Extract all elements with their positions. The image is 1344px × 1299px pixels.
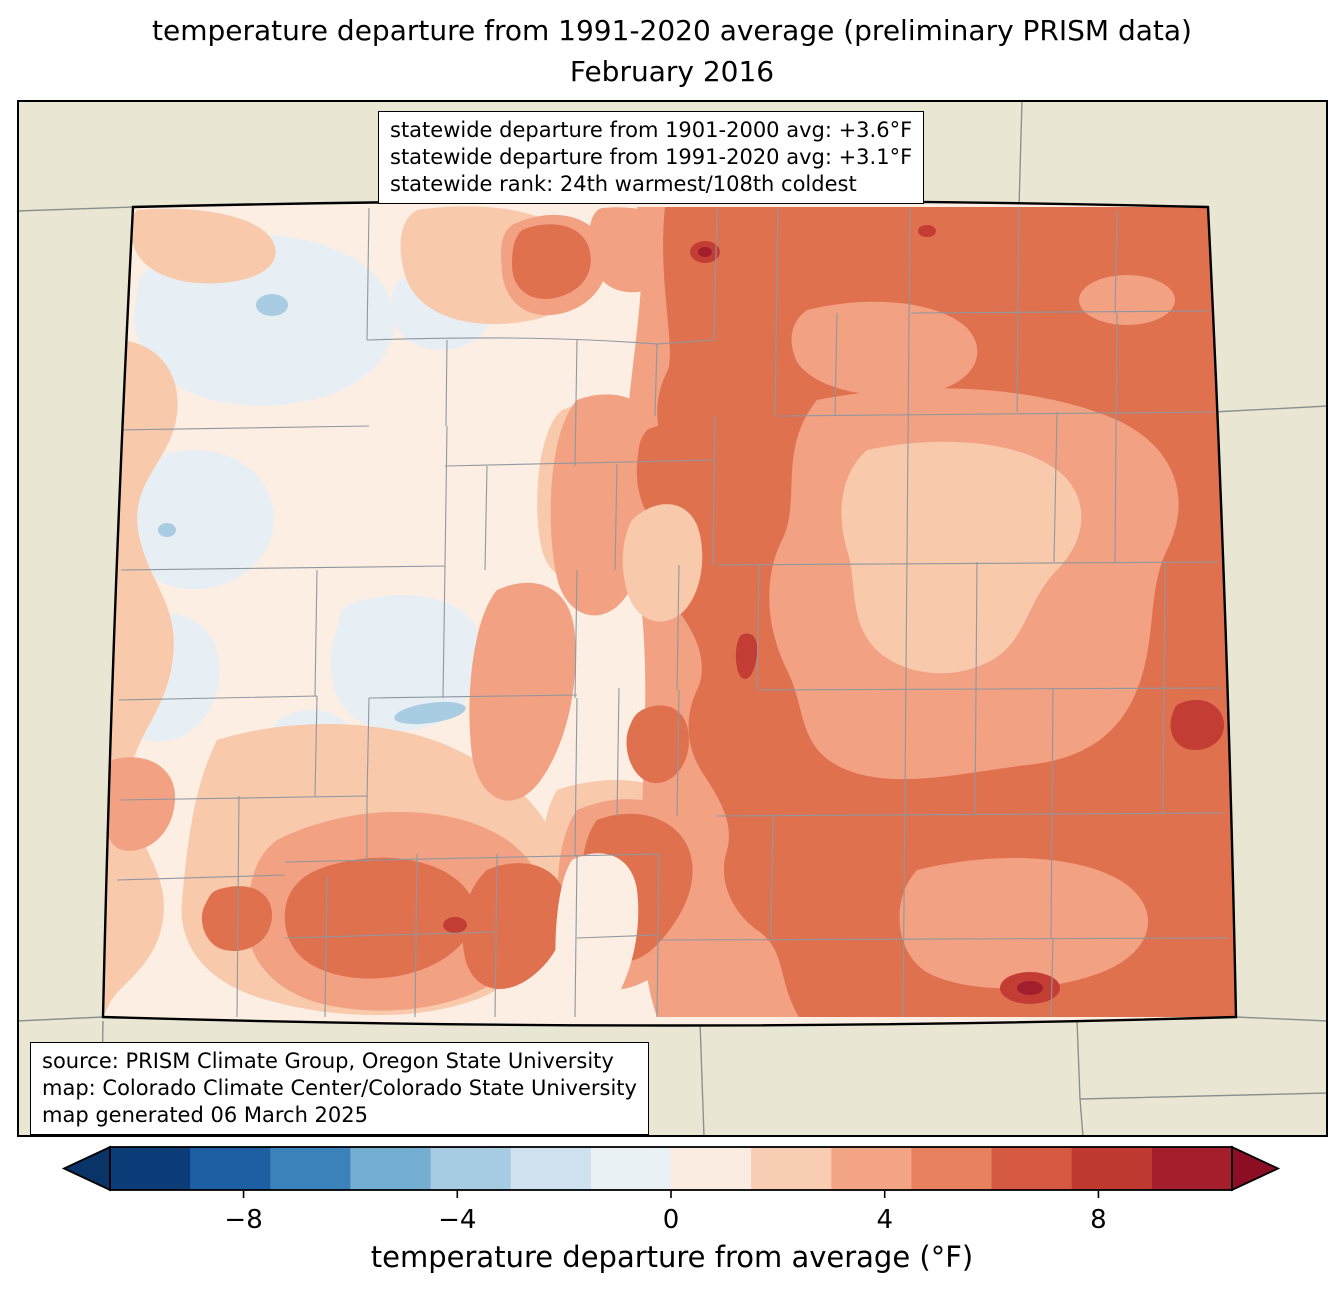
map-shape (735, 633, 758, 679)
stats-annotation-box: statewide departure from 1901-2000 avg: … (378, 111, 925, 204)
colorbar-segment (671, 1147, 752, 1190)
credits-annotation-box: source: PRISM Climate Group, Oregon Stat… (30, 1042, 649, 1135)
map-shape (201, 886, 272, 951)
stats-line-2: statewide departure from 1991-2020 avg: … (390, 145, 913, 169)
colorbar-segment (430, 1147, 512, 1190)
colorbar-tick-label: 8 (1090, 1205, 1107, 1235)
map-shape (1017, 981, 1043, 995)
colorbar-segment (110, 1147, 191, 1190)
colorbar-segment (510, 1147, 592, 1190)
colorbar-left-arrow (61, 1145, 111, 1192)
figure-title: temperature departure from 1991-2020 ave… (0, 10, 1344, 92)
colorbar-segment (270, 1147, 351, 1190)
stats-line-3: statewide rank: 24th warmest/108th colde… (390, 172, 857, 196)
neighbor-state-borders (17, 100, 1328, 1137)
temperature-fill-layer (103, 200, 1236, 1026)
map-shape (130, 208, 276, 284)
colorbar-segment (590, 1147, 672, 1190)
title-line-2: February 2016 (569, 55, 775, 88)
colorbar-right-arrow (1231, 1145, 1281, 1192)
map-shape (899, 858, 1149, 989)
map-shape (256, 294, 288, 316)
map-shape (443, 917, 467, 933)
credits-line-3: map generated 06 March 2025 (42, 1103, 369, 1127)
map-shape (698, 247, 712, 257)
map-shape (462, 863, 567, 989)
map-shape (284, 857, 475, 979)
colorbar-segment (751, 1147, 832, 1190)
colorbar: −8 −4 0 4 8 (61, 1145, 1281, 1235)
map-shape (103, 757, 176, 851)
map-shape (636, 424, 702, 529)
credits-line-1: source: PRISM Climate Group, Oregon Stat… (42, 1049, 614, 1073)
map-shape (469, 582, 576, 801)
map-shape (512, 224, 591, 299)
map-shape (1170, 699, 1225, 750)
map-shape (626, 705, 689, 784)
map-shape (116, 207, 1228, 1018)
map-shape (622, 504, 703, 622)
colorbar-segment (350, 1147, 432, 1190)
map-shape (791, 301, 978, 396)
colorbar-segment (190, 1147, 271, 1190)
map-shape (1079, 275, 1175, 325)
title-line-1: temperature departure from 1991-2020 ave… (152, 14, 1192, 47)
colorbar-tick-label: 0 (663, 1205, 680, 1235)
credits-line-2: map: Colorado Climate Center/Colorado St… (42, 1076, 637, 1100)
colorbar-segment (991, 1147, 1073, 1190)
colorbar-segment (831, 1147, 912, 1190)
colorbar-axis-label: temperature departure from average (°F) (370, 1240, 974, 1274)
map-shape (588, 207, 680, 293)
colorbar-segment (911, 1147, 993, 1190)
county-boundaries (116, 207, 1228, 1018)
map-shape (158, 523, 176, 537)
colorbar-tick-label: −8 (224, 1205, 262, 1235)
colorbar-tick-label: 4 (876, 1205, 893, 1235)
map-shape (918, 225, 936, 237)
colorbar-segment (1151, 1147, 1233, 1190)
map-frame (17, 100, 1328, 1137)
colorbar-tick-label: −4 (438, 1205, 476, 1235)
map-shape (841, 441, 1082, 674)
stats-line-1: statewide departure from 1901-2000 avg: … (390, 118, 913, 142)
map-shape (126, 450, 274, 590)
colorado-map (17, 100, 1328, 1137)
map-shape (394, 701, 466, 725)
colorbar-segment (1071, 1147, 1153, 1190)
